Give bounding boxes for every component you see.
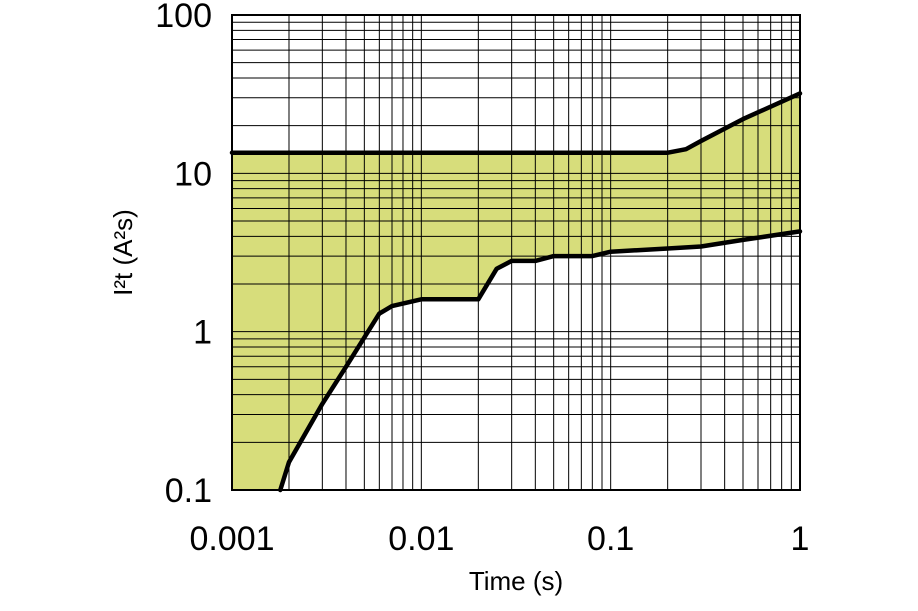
lower-curve — [278, 229, 803, 493]
curve-layer — [229, 91, 803, 493]
plot-frame — [231, 14, 801, 491]
y-axis-label: I²t (A²s) — [108, 209, 138, 296]
y-tick-label: 10 — [174, 155, 212, 193]
x-tick-label: 0.01 — [388, 520, 454, 558]
x-tick-label: 0.1 — [587, 520, 634, 558]
grid-layer — [232, 15, 800, 490]
y-tick-label: 100 — [155, 0, 212, 35]
fill-area-layer — [232, 93, 800, 491]
upper-curve — [229, 91, 803, 155]
y-tick-label: 1 — [193, 314, 212, 352]
y-tick-label: 0.1 — [165, 472, 212, 510]
x-tick-label: 1 — [791, 520, 810, 558]
tick-label-layer: 0.001 0.01 0.1 1 0.1 1 10 100 — [155, 0, 809, 558]
x-axis-label: Time (s) — [469, 566, 563, 596]
fill-area — [232, 93, 800, 491]
x-tick-label: 0.001 — [189, 520, 274, 558]
